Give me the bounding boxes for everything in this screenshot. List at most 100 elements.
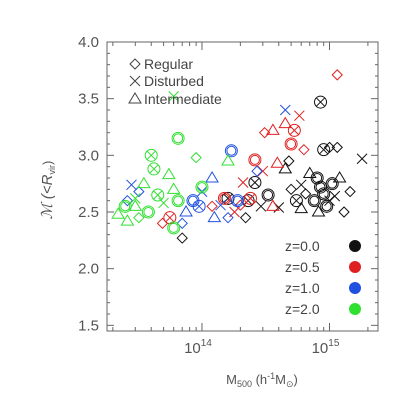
- data-point-triangle: [302, 166, 317, 178]
- data-point-circlecross: [246, 194, 255, 203]
- data-point-diamond: [338, 206, 350, 218]
- data-point-circle: [314, 180, 328, 194]
- data-point-cross: [293, 110, 305, 122]
- data-point-triangle: [128, 199, 143, 211]
- legend-diamond-glyph: [129, 58, 141, 70]
- x-label-sun: ⊙: [286, 379, 294, 389]
- data-point-circlecross: [317, 143, 331, 157]
- data-point-circle: [263, 190, 274, 200]
- legend-dot-z0: [349, 240, 361, 252]
- data-point-circle: [307, 194, 321, 208]
- data-point-cross: [295, 179, 307, 191]
- y-label-main: ℳ (<R: [39, 174, 56, 219]
- data-point-circle: [196, 182, 207, 193]
- data-point-diamond: [331, 69, 343, 81]
- data-point-diamond: [156, 217, 169, 230]
- data-point-circle: [195, 180, 209, 194]
- legend-label-z1: z=1.0: [285, 280, 320, 296]
- legend-dot-z2: [349, 303, 361, 315]
- data-point-circlecross: [248, 176, 262, 190]
- data-point-circlecross: [147, 162, 161, 176]
- data-point-circlecross: [292, 196, 301, 206]
- x-label-sup: -1: [267, 371, 275, 381]
- x-label-close: ): [294, 372, 298, 387]
- data-point-triangle: [179, 205, 193, 217]
- data-point-circlecross: [192, 199, 206, 213]
- data-point-circle: [226, 145, 237, 156]
- data-point-circle: [171, 194, 185, 208]
- data-point-diamond: [206, 200, 218, 213]
- data-point-circlecross: [221, 191, 235, 205]
- data-point-circle: [327, 178, 338, 189]
- data-point-circlecross: [289, 194, 303, 208]
- data-point-triangle: [278, 161, 293, 174]
- data-point-circlecross: [243, 191, 257, 205]
- data-point-circle: [173, 195, 184, 206]
- y-tick-label: 3.0: [78, 147, 99, 164]
- data-point-circle: [224, 144, 238, 158]
- data-point-circlecross: [144, 148, 158, 162]
- data-point-triangle: [111, 207, 125, 219]
- data-point-triangle: [161, 167, 176, 180]
- legend-item-intermediate: Intermediate: [128, 91, 222, 107]
- data-point-circle: [167, 221, 181, 235]
- data-point-diamond: [344, 185, 356, 198]
- data-point-circle: [143, 207, 154, 217]
- data-point-cross: [324, 195, 335, 207]
- data-point-circle: [219, 193, 230, 204]
- data-point-cross: [255, 200, 267, 212]
- data-point-diamond: [323, 141, 336, 154]
- data-point-circle: [171, 131, 185, 145]
- data-point-circle: [168, 222, 179, 233]
- data-point-diamond: [176, 217, 188, 230]
- legend-label-disturbed: Disturbed: [144, 73, 204, 89]
- data-point-cross: [215, 199, 226, 211]
- data-point-triangle: [136, 176, 151, 189]
- y-tick-label: 4.0: [78, 34, 99, 51]
- data-points: [111, 69, 368, 244]
- data-point-circle: [317, 187, 331, 201]
- data-point-triangle: [266, 123, 280, 135]
- data-point-cross: [279, 104, 291, 116]
- data-point-circle: [118, 199, 132, 213]
- data-point-triangle: [266, 199, 280, 211]
- legend-label-regular: Regular: [144, 56, 193, 72]
- data-point-triangle: [205, 171, 219, 183]
- shape-legend: Regular Disturbed Intermediate: [128, 56, 222, 107]
- data-point-diamond: [285, 183, 297, 196]
- data-point-circlecross: [165, 213, 175, 223]
- data-point-triangle: [270, 156, 285, 168]
- legend-item-regular: Regular: [129, 56, 193, 72]
- data-point-triangle: [166, 182, 181, 194]
- data-point-circle: [141, 205, 155, 219]
- data-point-circlecross: [151, 188, 165, 202]
- axis-ticks: 1.5 2.0 2.5 3.0 3.5 4.0 1014 1015: [78, 34, 378, 357]
- legend-item-disturbed: Disturbed: [129, 73, 204, 89]
- x-tick-label: 1014: [184, 338, 212, 357]
- data-point-circle: [261, 188, 275, 202]
- y-tick-label: 3.5: [78, 91, 99, 108]
- data-point-cross: [168, 91, 180, 102]
- x-label-after: M: [275, 372, 286, 387]
- data-point-circlecross: [194, 201, 204, 211]
- y-tick-label: 2.5: [78, 204, 99, 221]
- data-point-circlecross: [287, 123, 301, 137]
- data-point-circle: [173, 133, 184, 144]
- legend-cross-marker: [129, 75, 141, 87]
- legend-cross-glyph: [129, 75, 141, 87]
- plot-frame: [106, 41, 379, 332]
- data-point-diamond: [258, 126, 271, 139]
- data-point-circle: [217, 191, 231, 205]
- data-point-circlecross: [319, 145, 329, 155]
- data-point-circle: [325, 177, 339, 191]
- data-point-circlecross: [153, 190, 163, 200]
- legend-label-z2: z=2.0: [285, 301, 320, 317]
- data-point-circle: [318, 188, 329, 199]
- x-label-main: M: [226, 372, 237, 387]
- y-label-sub: vir: [47, 165, 57, 175]
- x-label-rest: (h: [252, 372, 267, 387]
- data-point-diamond: [176, 232, 188, 244]
- data-point-triangle: [120, 214, 135, 226]
- data-point-cross: [329, 190, 341, 202]
